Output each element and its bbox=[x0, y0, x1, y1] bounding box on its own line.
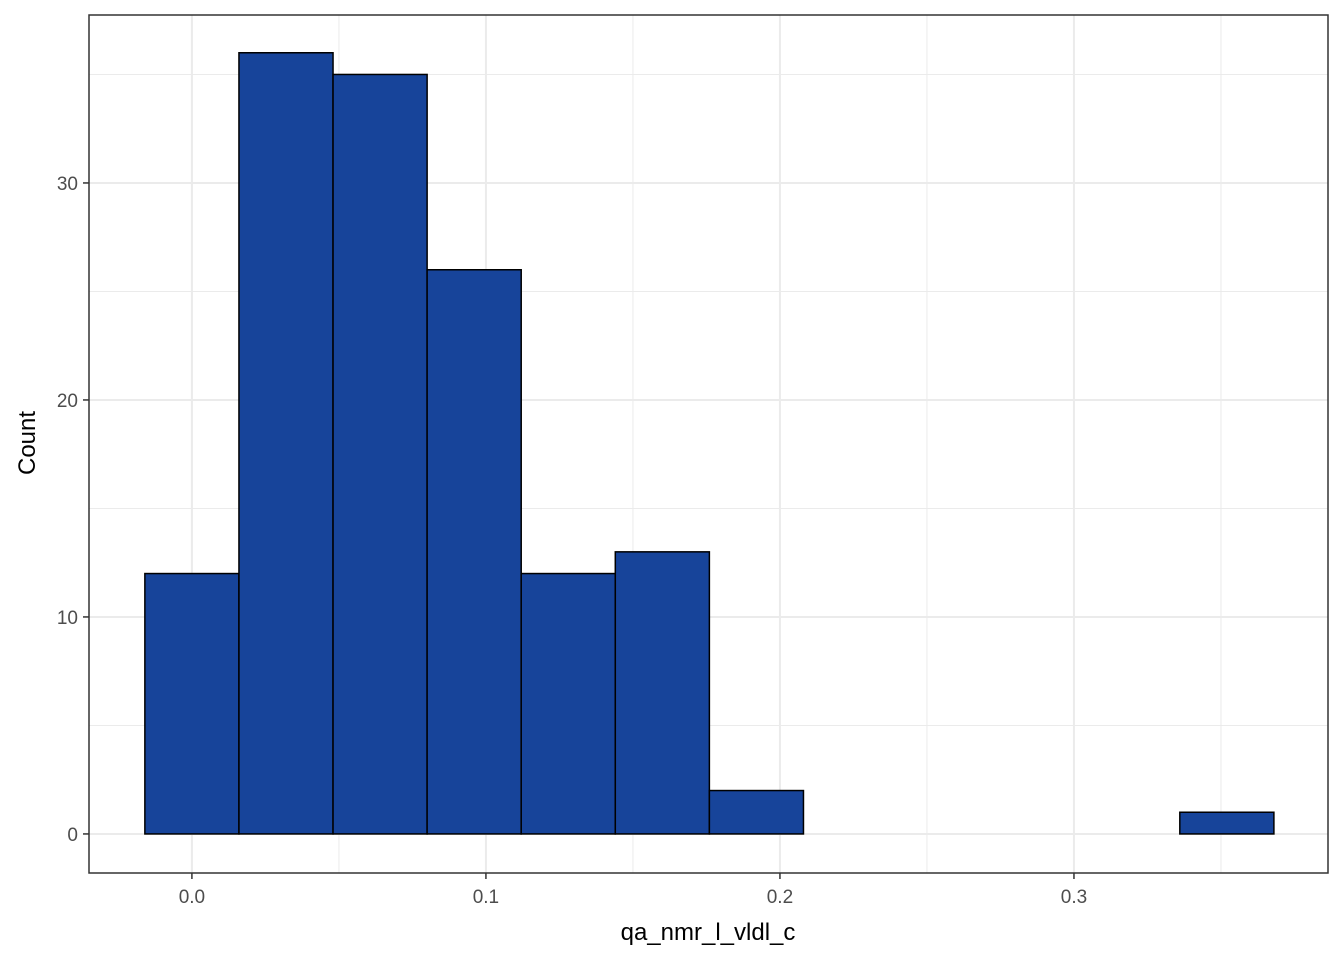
y-axis-title: Count bbox=[14, 411, 41, 475]
bar bbox=[1179, 811, 1275, 835]
y-tick-label: 20 bbox=[57, 391, 78, 412]
bar bbox=[708, 789, 805, 835]
x-tick-label: 0.1 bbox=[473, 887, 499, 908]
y-tick-label: 10 bbox=[57, 608, 78, 629]
x-tick-label: 0.0 bbox=[179, 887, 205, 908]
bar bbox=[426, 269, 522, 835]
bar bbox=[332, 73, 428, 835]
panel-border bbox=[88, 14, 1329, 874]
x-tick-label: 0.3 bbox=[1061, 887, 1087, 908]
y-tick-label: 30 bbox=[57, 174, 78, 195]
x-axis-title: qa_nmr_l_vldl_c bbox=[621, 919, 796, 946]
bar bbox=[144, 572, 240, 835]
bar bbox=[614, 551, 711, 835]
bar bbox=[238, 52, 334, 835]
y-tick-label: 0 bbox=[67, 825, 78, 846]
x-tick-label: 0.2 bbox=[767, 887, 793, 908]
bar bbox=[520, 572, 617, 835]
